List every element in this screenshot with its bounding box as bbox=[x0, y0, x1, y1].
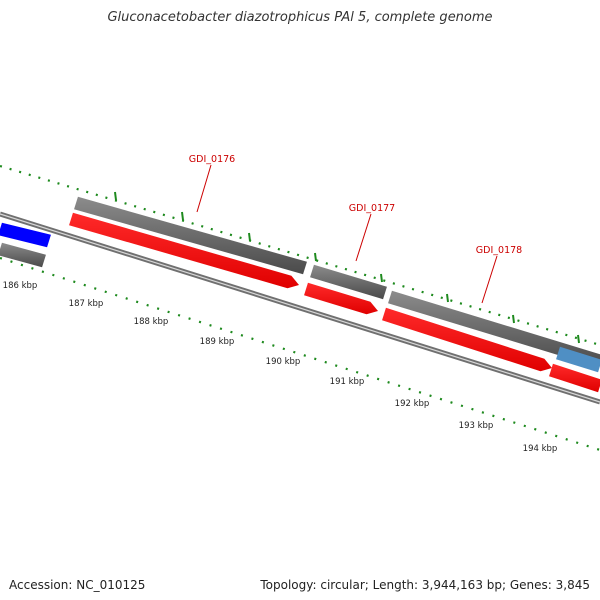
major-tick-mark bbox=[577, 334, 580, 344]
forward-cds-block[interactable] bbox=[0, 242, 46, 268]
reverse-cds-arrow[interactable] bbox=[304, 282, 378, 315]
tick-label: 190 kbp bbox=[266, 357, 301, 367]
forward-cds-block[interactable] bbox=[388, 290, 600, 368]
tick-label: 187 kbp bbox=[69, 299, 104, 309]
reverse-cds-arrow[interactable] bbox=[549, 363, 600, 393]
tick-label: 192 kbp bbox=[395, 399, 430, 409]
accession-text: Accession: NC_010125 bbox=[9, 578, 146, 592]
reverse-cds-arrow[interactable] bbox=[69, 212, 299, 289]
map-title: Gluconacetobacter diazotrophicus PAl 5, … bbox=[107, 10, 493, 25]
tick-label: 188 kbp bbox=[134, 317, 169, 327]
outer-tick-row bbox=[0, 164, 600, 347]
tick-label: 189 kbp bbox=[200, 337, 235, 347]
tick-label: 194 kbp bbox=[523, 444, 558, 454]
major-tick-mark bbox=[181, 211, 184, 221]
major-tick-mark bbox=[512, 314, 515, 324]
forward-cds-block[interactable] bbox=[310, 264, 387, 300]
major-tick-mark bbox=[314, 252, 317, 262]
gene-label[interactable]: GDI_0178 bbox=[476, 245, 522, 256]
major-tick-mark bbox=[248, 232, 251, 242]
major-tick-mark bbox=[114, 191, 117, 201]
gene-label[interactable]: GDI_0176 bbox=[189, 154, 235, 165]
gene-leader-line bbox=[196, 164, 212, 213]
forward-cds-block-light-blue[interactable] bbox=[556, 346, 600, 373]
tick-label: 193 kbp bbox=[459, 421, 494, 431]
major-tick-mark bbox=[380, 273, 383, 283]
major-tick-mark bbox=[446, 293, 449, 303]
gene-leader-line bbox=[481, 255, 498, 304]
tick-label: 191 kbp bbox=[330, 377, 365, 387]
gene-leader-line bbox=[355, 213, 372, 262]
backbone-highlight bbox=[0, 213, 600, 403]
gene-label[interactable]: GDI_0177 bbox=[349, 203, 395, 214]
forward-cds-block[interactable] bbox=[74, 196, 307, 275]
reverse-cds-arrow-blue[interactable] bbox=[0, 222, 51, 248]
genome-summary-text: Topology: circular; Length: 3,944,163 bp… bbox=[260, 578, 590, 592]
reverse-cds-arrow[interactable] bbox=[382, 307, 552, 372]
tick-label: 186 kbp bbox=[3, 281, 38, 291]
